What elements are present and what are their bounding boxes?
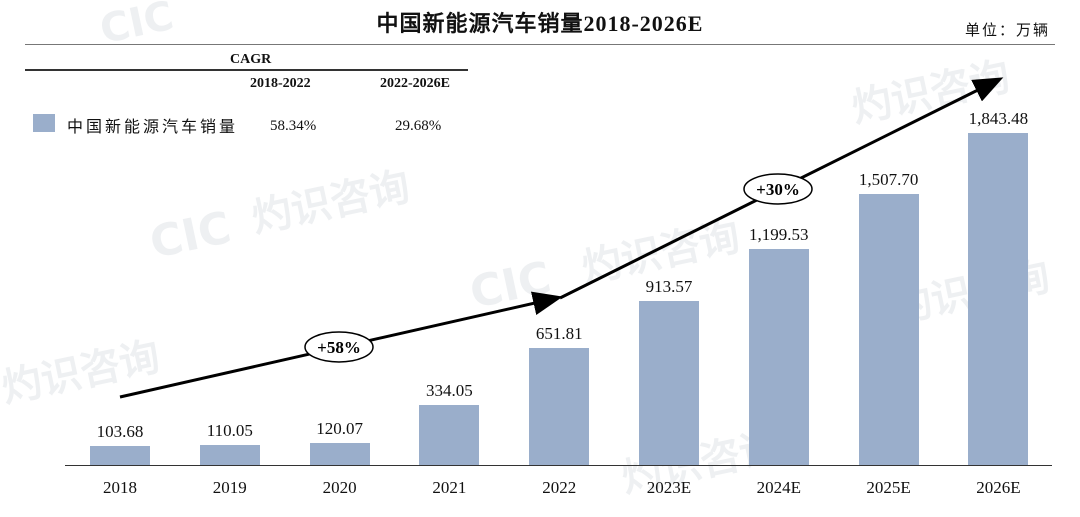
svg-text:+58%: +58% [317, 338, 361, 357]
cagr-period-2: 2022-2026E [380, 76, 450, 91]
value-label: 1,199.53 [749, 225, 809, 245]
category-label: 2026E [976, 478, 1021, 497]
cagr-value-1: 58.34% [270, 118, 317, 134]
category-label: 2022 [542, 478, 577, 497]
header-divider [25, 44, 1055, 45]
bar-2019 [199, 445, 260, 465]
category-label: 2018 [103, 478, 137, 497]
unit-label: 单位：万辆 [964, 23, 1050, 39]
bar-2021 [419, 404, 480, 465]
bar-2026E [968, 133, 1029, 465]
category-label: 2021 [432, 478, 467, 497]
bar-2024E [748, 249, 809, 465]
bar-2025E [858, 193, 919, 465]
growth-bubble-2 [743, 173, 813, 205]
value-label: 651.81 [535, 323, 583, 343]
value-label: 1,843.48 [968, 109, 1029, 129]
x-axis [65, 465, 1052, 466]
value-label: 120.07 [316, 419, 363, 439]
growth-bubble-1 [304, 331, 374, 363]
value-label: 334.05 [426, 380, 473, 400]
category-label: 2020 [322, 478, 357, 497]
category-label: 2025E [866, 478, 911, 497]
value-label: 913.57 [645, 276, 693, 296]
legend-swatch [33, 114, 55, 132]
chart-title: 中国新能源汽车销量2018-2026E [376, 11, 704, 36]
bar-2018 [90, 446, 150, 465]
category-label: 2023E [646, 478, 692, 497]
bar-2022 [529, 347, 590, 465]
svg-text:+30%: +30% [756, 180, 800, 199]
category-label: 2019 [212, 478, 247, 497]
bar-2023E [639, 300, 699, 465]
cagr-heading: CAGR [230, 52, 272, 67]
bar-2020 [309, 443, 370, 465]
value-label: 103.68 [96, 422, 144, 442]
category-label: 2024E [756, 478, 801, 497]
cagr-period-1: 2018-2022 [250, 76, 311, 91]
value-label: 1,507.70 [858, 169, 919, 189]
cagr-divider [25, 69, 468, 71]
legend-label: 中国新能源汽车销量 [67, 117, 239, 136]
cagr-value-2: 29.68% [395, 118, 442, 134]
value-label: 110.05 [206, 421, 253, 441]
